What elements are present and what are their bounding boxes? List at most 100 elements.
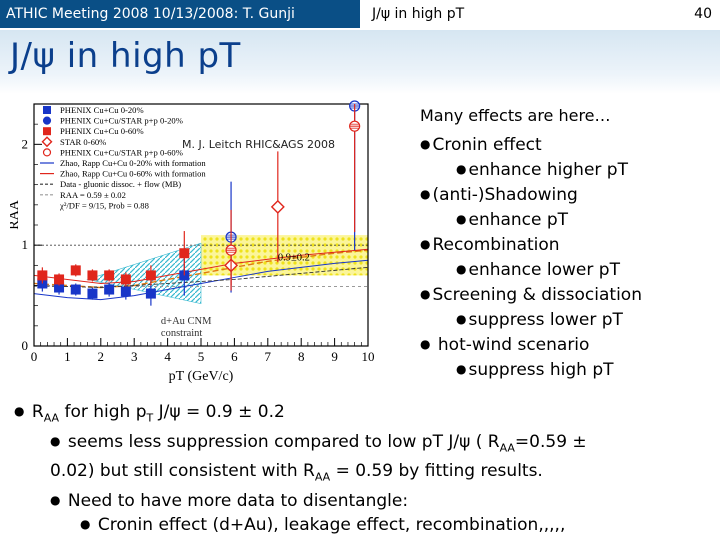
raa-plot-svg: 0 1 2 3 4 5 6 7 8 9 10 0 1 2 pT (GeV/c) RAA PHENIX Cu+C… xyxy=(7,98,402,388)
x-tick-label: 7 xyxy=(265,349,272,364)
x-tick-label: 8 xyxy=(298,349,305,364)
effect-item-label: (anti-)Shadowing xyxy=(432,185,578,205)
effect-item-label: suppress high pT xyxy=(468,360,614,380)
meeting-header: ATHIC Meeting 2008 10/13/2008: T. Gunji xyxy=(0,0,360,28)
page-number: 40 xyxy=(694,6,712,22)
legend-marker xyxy=(43,127,51,136)
bullet-icon: ● xyxy=(50,433,61,448)
conclusion-line-3: 0.02) but still consistent with RAA = 0.… xyxy=(50,460,543,484)
legend-entry: Zhao, Rapp Cu+Cu 0-20% with formation xyxy=(60,158,206,168)
data-point xyxy=(37,270,48,281)
effect-item-0: ● Cronin effect xyxy=(420,132,716,157)
legend-entry: Data - gluonic dissoc. + flow (MB) xyxy=(60,179,181,189)
legend-entry: χ²/DF = 9/15, Prob = 0.88 xyxy=(59,200,149,210)
bullet-icon: ● xyxy=(456,262,467,276)
x-tick-label: 5 xyxy=(198,349,205,364)
conclusion-need-data: Need to have more data to disentangle: xyxy=(67,490,409,511)
effect-item-9: ● suppress high pT xyxy=(420,357,716,382)
top-bar: ATHIC Meeting 2008 10/13/2008: T. Gunji … xyxy=(0,0,720,30)
data-point xyxy=(120,286,131,297)
data-point xyxy=(87,288,98,299)
bullet-icon: ● xyxy=(420,287,431,301)
legend-entry: PHENIX Cu+Cu 0-20% xyxy=(60,105,144,115)
band-label: 0.9±0.2 xyxy=(278,252,310,263)
x-tick-label: 10 xyxy=(362,349,375,364)
legend-entry: PHENIX Cu+Cu 0-60% xyxy=(60,126,144,136)
data-point xyxy=(104,284,115,295)
legend-marker xyxy=(42,116,52,125)
slide-topic: J/ψ in high pT xyxy=(372,6,465,22)
data-point xyxy=(70,265,81,276)
cnm-label: d+Au CNM xyxy=(161,316,212,327)
bullet-icon: ● xyxy=(456,212,467,226)
figure-credit: M. J. Leitch RHIC&AGS 2008 xyxy=(182,138,335,151)
y-axis-label: RAA xyxy=(10,199,22,229)
slide-title: J/ψ in high pT xyxy=(10,36,241,76)
data-point xyxy=(104,270,115,281)
data-point xyxy=(70,284,81,295)
effect-item-label: enhance pT xyxy=(468,210,569,230)
effect-item-6: ● Screening & dissociation xyxy=(420,282,716,307)
conclusion-bullet-5: ● Cronin effect (d+Au), leakage effect, … xyxy=(14,513,714,538)
effect-item-8: ● hot-wind scenario xyxy=(420,332,716,357)
bullet-icon: ● xyxy=(456,162,467,176)
x-axis-label: pT (GeV/c) xyxy=(169,369,234,384)
bullet-icon: ● xyxy=(420,187,431,201)
conclusion-bullet-1: ● RAA for high pT J/ψ = 0.9 ± 0.2 xyxy=(14,402,285,425)
legend-entry: PHENIX Cu+Cu/STAR p+p 0-60% xyxy=(60,147,183,157)
x-tick-label: 4 xyxy=(164,349,171,364)
effect-item-label: enhance higher pT xyxy=(468,160,628,180)
x-tick-label: 9 xyxy=(331,349,338,364)
legend-marker xyxy=(42,148,52,157)
x-tick-label: 2 xyxy=(98,349,105,364)
effects-panel: Many effects are here… ● Cronin effect ● en… xyxy=(420,104,716,382)
bullet-icon: ● xyxy=(420,137,431,151)
conclusion-text: ● RAA for high pT J/ψ = 0.9 ± 0.2 ● seem… xyxy=(14,400,714,538)
title-band xyxy=(0,30,720,94)
effect-item-1: ● enhance higher pT xyxy=(420,157,716,182)
bullet-icon: ● xyxy=(456,312,467,326)
data-point xyxy=(145,288,156,299)
bullet-icon: ● xyxy=(420,237,431,251)
effect-item-label: suppress lower pT xyxy=(468,310,623,330)
bullet-icon: ● xyxy=(420,337,431,351)
x-tick-label: 3 xyxy=(131,349,138,364)
effect-item-7: ● suppress lower pT xyxy=(420,307,716,332)
data-point xyxy=(179,248,190,259)
effect-item-label: Cronin effect xyxy=(432,135,542,155)
y-tick-label: 0 xyxy=(22,338,29,353)
bullet-icon: ● xyxy=(14,404,25,418)
conclusion-bullet-2: ● seems less suppression compared to low… xyxy=(50,431,587,455)
effects-list: ● Cronin effect ● enhance higher pT ● (anti-)… xyxy=(420,132,716,382)
cnm-label: constraint xyxy=(161,328,202,339)
x-tick-label: 1 xyxy=(64,349,71,364)
conclusion-effects: Cronin effect (d+Au), leakage effect, re… xyxy=(97,515,566,536)
bullet-icon: ● xyxy=(80,517,91,532)
data-point xyxy=(54,274,65,285)
data-point xyxy=(120,274,131,285)
data-point xyxy=(145,270,156,281)
model-curve-blue xyxy=(33,259,369,301)
raa-plot: 0 1 2 3 4 5 6 7 8 9 10 0 1 2 pT (GeV/c) RAA PHENIX Cu+C… xyxy=(7,98,402,388)
y-tick-label: 2 xyxy=(22,136,29,151)
legend-entry: STAR 0-60% xyxy=(60,137,106,147)
model-curve-gluonic xyxy=(33,266,369,288)
model-curve-red xyxy=(33,248,369,284)
legend-marker xyxy=(41,136,53,148)
effect-item-label: enhance lower pT xyxy=(468,260,620,280)
effect-item-label: Screening & dissociation xyxy=(432,285,642,305)
legend-entry: Zhao, Rapp Cu+Cu 0-60% with formation xyxy=(60,169,206,179)
effect-item-label: hot-wind scenario xyxy=(432,335,590,355)
effect-item-4: ● Recombination xyxy=(420,232,716,257)
x-tick-label: 0 xyxy=(31,349,38,364)
x-tick-label: 6 xyxy=(231,349,238,364)
effect-item-5: ● enhance lower pT xyxy=(420,257,716,282)
legend-entry: RAA = 0.59 ± 0.02 xyxy=(60,190,126,200)
legend-marker xyxy=(43,106,51,114)
data-point xyxy=(87,270,98,281)
bullet-icon: ● xyxy=(456,362,467,376)
effect-item-2: ● (anti-)Shadowing xyxy=(420,182,716,207)
effects-heading: Many effects are here… xyxy=(420,106,611,125)
effect-item-label: Recombination xyxy=(432,235,560,255)
effect-item-3: ● enhance pT xyxy=(420,207,716,232)
